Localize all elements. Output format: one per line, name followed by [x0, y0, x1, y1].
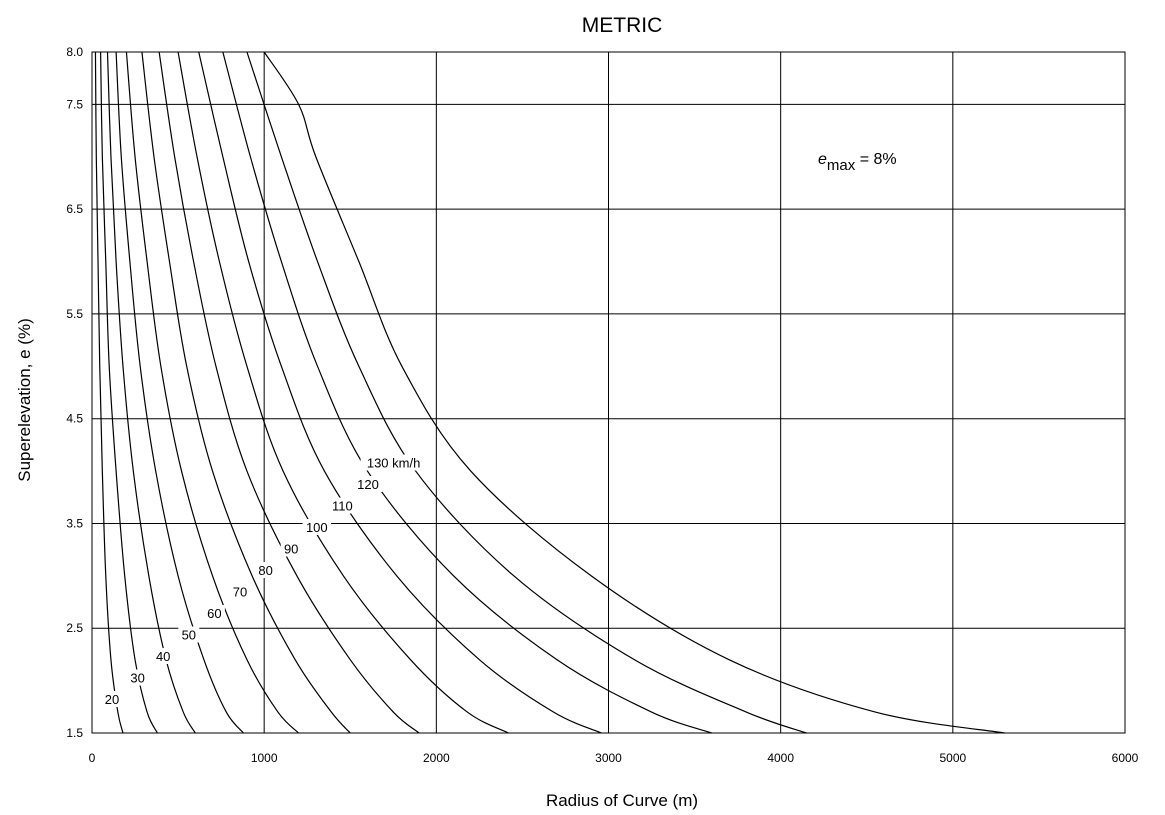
curve-label-bg — [178, 626, 200, 643]
curve-label-bg — [360, 454, 427, 471]
x-tick-label: 2000 — [423, 751, 450, 765]
curve-label: 130 km/h — [367, 456, 420, 471]
curve-label: 110 — [332, 499, 353, 514]
curve-label: 50 — [182, 628, 196, 643]
curve-50 — [115, 51, 244, 734]
y-tick-label: 3.5 — [66, 516, 83, 530]
y-tick-label: 8.0 — [66, 45, 83, 59]
curve-110 — [222, 51, 712, 734]
curve-40 — [106, 51, 196, 734]
y-tick-label: 7.5 — [66, 97, 83, 111]
x-tick-label: 0 — [89, 751, 96, 765]
curve-label-bg — [203, 605, 225, 621]
curve-130-km-h — [263, 51, 1005, 734]
emax-annotation: emax = 8% — [818, 151, 897, 174]
curve-label: 30 — [130, 671, 144, 686]
speed-curves — [94, 51, 1005, 734]
grid-lines — [92, 52, 1125, 733]
y-tick-label: 5.5 — [66, 307, 83, 321]
x-tick-label: 4000 — [767, 751, 794, 765]
curve-label: 40 — [156, 649, 170, 664]
y-tick-label: 1.5 — [66, 726, 83, 740]
curve-80 — [158, 51, 420, 734]
plot-frame — [91, 51, 1126, 734]
curve-120 — [246, 51, 807, 734]
curve-label-bg — [353, 476, 383, 492]
chart-title: METRIC — [582, 14, 663, 37]
curve-60 — [125, 51, 300, 734]
curve-90 — [177, 51, 509, 734]
curve-label-bg — [101, 691, 123, 707]
curve-labels: 20 30 40 50 60 70 80 90 100 110 120 130 km/h — [101, 454, 427, 707]
x-axis-ticks: 0 1000 2000 3000 4000 5000 6000 — [89, 751, 1139, 765]
x-tick-label: 1000 — [251, 751, 278, 765]
curve-label-bg — [328, 497, 357, 514]
curve-label: 70 — [233, 585, 247, 600]
x-axis-label: Radius of Curve (m) — [546, 791, 698, 810]
curve-label: 90 — [284, 542, 298, 557]
x-tick-label: 6000 — [1112, 751, 1139, 765]
curve-label-bg — [280, 540, 302, 557]
y-axis-label: Superelevation, e (%) — [15, 318, 34, 481]
y-tick-label: 6.5 — [66, 202, 83, 216]
curve-label-bg — [302, 519, 332, 535]
curve-label: 100 — [306, 520, 328, 535]
emax-value: = 8% — [855, 151, 896, 168]
x-tick-label: 5000 — [939, 751, 966, 765]
curve-label-bg — [127, 669, 149, 686]
y-tick-label: 4.5 — [66, 412, 83, 426]
y-tick-label: 2.5 — [66, 621, 83, 635]
y-axis-ticks: 1.5 2.5 3.5 4.5 5.5 6.5 7.5 8.0 — [66, 45, 83, 740]
curve-label: 60 — [207, 606, 221, 621]
curve-70 — [141, 51, 351, 734]
curve-label-bg — [229, 583, 251, 600]
curve-label-bg — [152, 648, 174, 664]
emax-symbol: e — [818, 151, 827, 168]
x-tick-label: 3000 — [595, 751, 622, 765]
curve-100 — [198, 51, 602, 734]
curve-label: 80 — [258, 563, 272, 578]
emax-subscript: max — [827, 157, 856, 174]
curve-label-bg — [255, 562, 277, 578]
curve-label: 20 — [105, 692, 119, 707]
curve-label: 120 — [357, 477, 379, 492]
curve-20 — [94, 51, 124, 734]
